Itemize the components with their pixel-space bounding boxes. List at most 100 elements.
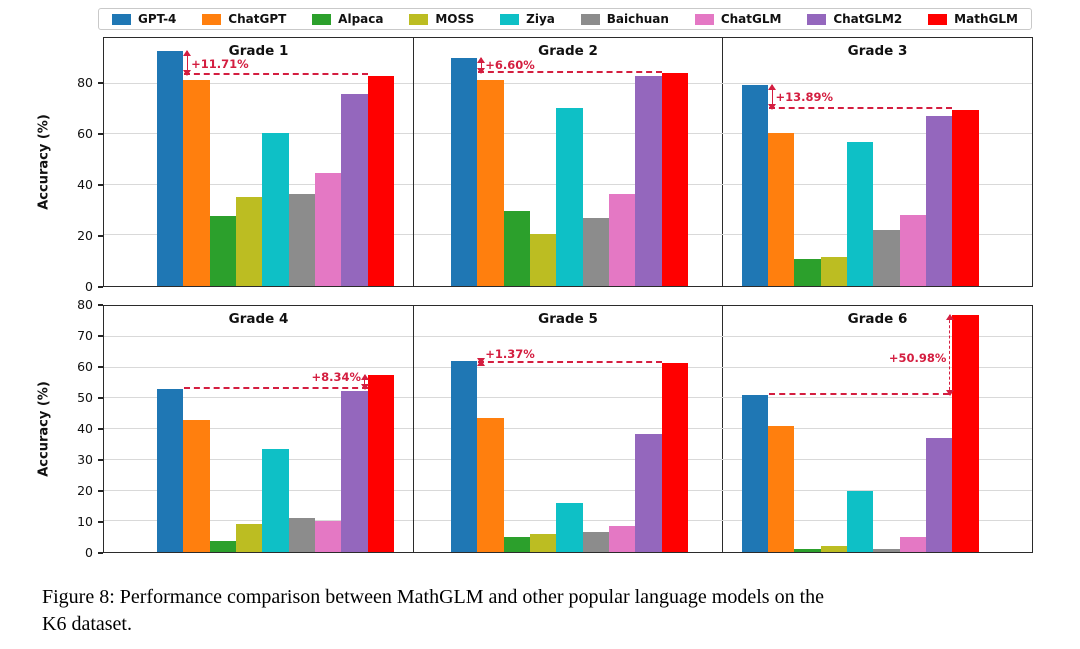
- y-tick-label: 80: [77, 297, 93, 312]
- gridline: [413, 428, 723, 429]
- bar-chatglm-grade-3: [899, 215, 927, 286]
- gridline: [723, 133, 1032, 135]
- bar-chatglm2-grade-3: [926, 116, 953, 286]
- arrowhead-down-icon: [477, 68, 486, 75]
- annotation-arrow: [477, 357, 486, 367]
- legend-item-chatglm2: ChatGLM2: [807, 12, 902, 26]
- bar-alpaca-grade-5: [503, 536, 530, 552]
- arrowhead-down-icon: [360, 384, 369, 391]
- y-tick-label: 30: [77, 452, 93, 467]
- annotation-dashed-line: [184, 387, 368, 390]
- gridline: [413, 366, 723, 368]
- bar-mathglm-grade-5: [661, 362, 689, 552]
- gridline: [413, 335, 723, 337]
- bar-chatglm-grade-2: [609, 193, 636, 286]
- gridline: [104, 520, 413, 522]
- bar-chatglm2-grade-1: [341, 93, 368, 286]
- y-tick-mark: [98, 428, 103, 430]
- bar-baichuan-grade-6: [873, 548, 900, 552]
- bar-chatglm-grade-5: [609, 525, 636, 552]
- gridline: [104, 428, 413, 429]
- bar-ziya-grade-2: [556, 107, 583, 286]
- bar-moss-grade-1: [235, 197, 263, 286]
- y-tick-mark: [98, 490, 103, 492]
- annotation-label: +1.37%: [485, 346, 535, 361]
- annotation-dashed-line: [768, 107, 953, 110]
- y-tick-label: 10: [77, 514, 93, 529]
- panel-grade-6: Grade 6 +50.98%: [722, 305, 1033, 553]
- legend-label: Baichuan: [606, 12, 669, 26]
- gridline: [104, 335, 413, 337]
- annotation-dashed-line: [768, 393, 950, 396]
- bar-chatglm2-grade-4: [341, 390, 368, 552]
- bar-moss-grade-6: [820, 545, 847, 552]
- bar-chatglm-grade-6: [899, 536, 927, 552]
- gridline: [104, 133, 413, 135]
- chart-row-grades-4-6: Accuracy (%) 0 10 20 30 40 50 60 70 80 Grade 4 +8…: [0, 297, 1080, 560]
- arrowhead-up-icon: [768, 83, 776, 90]
- gridline: [723, 183, 1032, 185]
- gridline: [723, 366, 1032, 368]
- legend-swatch-chatgpt: [202, 13, 222, 25]
- legend-item-alpaca: Alpaca: [312, 12, 383, 26]
- y-tick-label: 80: [77, 74, 93, 90]
- bar-alpaca-grade-1: [209, 216, 236, 286]
- bar-mathglm-grade-1: [367, 75, 395, 286]
- bar-gpt-4-grade-3: [741, 84, 768, 286]
- bar-gpt-4-grade-4: [156, 389, 184, 552]
- caption-line-2: K6 dataset.: [42, 613, 132, 635]
- legend-label: ChatGLM2: [833, 12, 903, 26]
- legend-label: ChatGPT: [228, 12, 287, 26]
- panel-grade-5: Grade 5 +1.37%: [412, 305, 724, 553]
- y-tick-mark: [98, 133, 103, 135]
- legend-label: ChatGLM: [720, 12, 782, 26]
- y-tick-label: 0: [85, 545, 93, 560]
- bar-chatgpt-grade-1: [183, 79, 210, 286]
- legend-swatch-moss: [409, 13, 429, 25]
- gridline: [104, 489, 413, 491]
- arrowhead-down-icon: [768, 104, 776, 111]
- caption-line-1: Figure 8: Performance comparison between…: [42, 586, 825, 608]
- figure-caption: Figure 8: Performance comparison between…: [42, 584, 1048, 638]
- bar-chatgpt-grade-6: [767, 425, 795, 552]
- y-tick-mark: [98, 521, 103, 523]
- legend-item-ziya: Ziya: [500, 12, 555, 26]
- bar-chatgpt-grade-3: [767, 132, 795, 286]
- y-tick-label: 70: [77, 328, 93, 343]
- legend-label: Ziya: [526, 12, 555, 26]
- gridline: [413, 82, 723, 84]
- y-axis-bottom: 0 10 20 30 40 50 60 70 80: [0, 297, 103, 560]
- panel-grade-2: Grade 2 +6.60%: [412, 37, 724, 287]
- annotation-label: +8.34%: [311, 370, 362, 385]
- legend: GPT-4 ChatGPT Alpaca MOSS Ziya Baichuan ChatGL…: [98, 8, 1032, 30]
- arrowhead-down-icon: [183, 70, 192, 77]
- panel-title: Grade 4: [228, 311, 289, 327]
- legend-swatch-baichuan: [580, 13, 600, 25]
- bar-mathglm-grade-2: [661, 73, 689, 286]
- y-tick-mark: [98, 335, 103, 337]
- gridline: [104, 366, 413, 368]
- legend-label: MathGLM: [954, 12, 1018, 26]
- panel-grade-3: Grade 3 +13.89%: [722, 37, 1033, 287]
- legend-swatch-chatglm2: [807, 13, 827, 25]
- annotation-arrow: [183, 49, 192, 77]
- legend-swatch-alpaca: [312, 13, 332, 25]
- y-tick-mark: [98, 459, 103, 461]
- annotation-dashed-line: [478, 71, 662, 74]
- bar-mathglm-grade-4: [367, 375, 395, 552]
- bar-gpt-4-grade-1: [156, 50, 184, 286]
- bar-chatglm-grade-1: [314, 173, 342, 286]
- gridline: [723, 428, 1032, 429]
- y-tick-label: 20: [77, 227, 93, 243]
- bar-baichuan-grade-5: [582, 532, 610, 552]
- bar-baichuan-grade-4: [288, 518, 315, 552]
- panel-title: Grade 3: [847, 43, 908, 59]
- y-tick-mark: [98, 552, 103, 554]
- gridline: [723, 397, 1032, 399]
- bar-alpaca-grade-3: [794, 259, 821, 286]
- bar-alpaca-grade-4: [209, 541, 236, 552]
- annotation-arrow: [768, 83, 776, 111]
- bar-baichuan-grade-1: [288, 193, 315, 286]
- bar-ziya-grade-3: [846, 141, 874, 286]
- bar-chatgpt-grade-4: [183, 419, 210, 552]
